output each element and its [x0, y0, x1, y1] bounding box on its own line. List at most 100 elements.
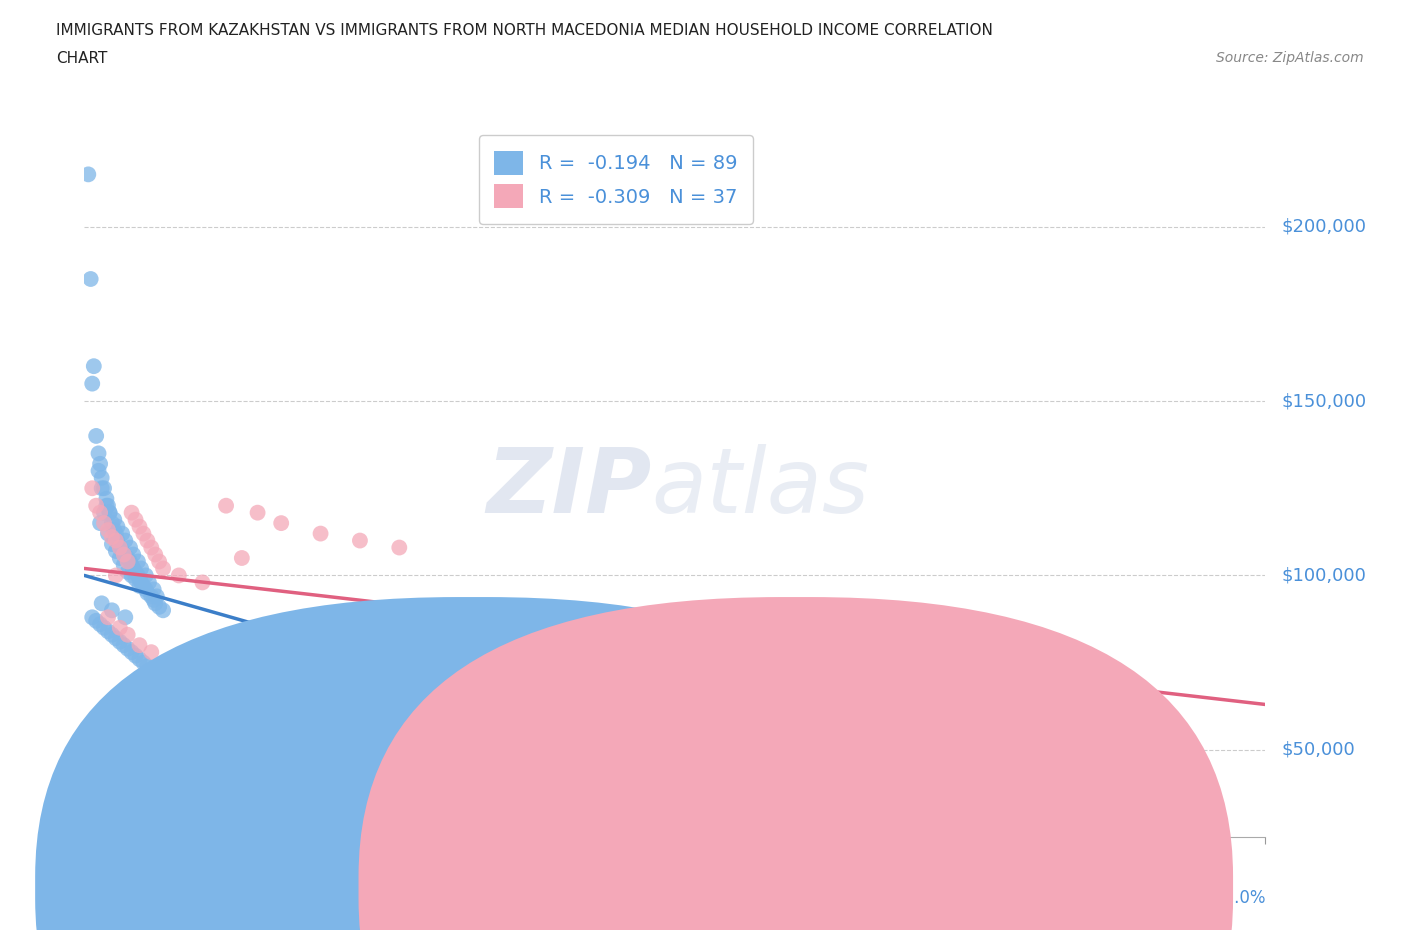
Point — [101, 537, 124, 551]
Point — [117, 551, 139, 565]
Point — [89, 515, 111, 530]
Point — [104, 568, 127, 583]
Point — [167, 680, 190, 695]
Point — [127, 568, 149, 583]
Point — [104, 631, 127, 645]
Point — [117, 565, 139, 579]
Point — [97, 523, 120, 538]
Text: CHART: CHART — [56, 51, 108, 66]
Point — [128, 519, 150, 534]
Point — [231, 551, 253, 565]
Point — [112, 638, 135, 653]
Point — [82, 376, 104, 391]
Point — [128, 652, 150, 667]
Point — [111, 543, 134, 558]
Point — [148, 670, 170, 684]
Point — [108, 634, 131, 649]
Point — [183, 686, 205, 701]
Point — [89, 505, 111, 520]
Point — [200, 658, 222, 673]
Point — [117, 554, 139, 569]
Point — [118, 554, 141, 569]
Point — [101, 627, 124, 642]
Point — [215, 498, 238, 513]
Point — [121, 557, 143, 572]
Point — [152, 561, 174, 576]
Text: Immigrants from North Macedonia: Immigrants from North Macedonia — [815, 879, 1101, 897]
Point — [101, 603, 124, 618]
Point — [152, 603, 174, 618]
Point — [349, 533, 371, 548]
Text: 0.0%: 0.0% — [84, 889, 127, 908]
Point — [141, 589, 163, 604]
Point — [111, 526, 134, 541]
Point — [108, 540, 131, 555]
Point — [108, 540, 131, 555]
Point — [138, 575, 160, 590]
Point — [112, 557, 135, 572]
Point — [148, 600, 170, 615]
Point — [128, 571, 150, 586]
Point — [128, 638, 150, 653]
Point — [309, 526, 332, 541]
Point — [132, 578, 155, 593]
Point — [124, 648, 146, 663]
Point — [114, 610, 136, 625]
Point — [121, 644, 143, 659]
Point — [129, 561, 152, 576]
Point — [93, 505, 115, 520]
Point — [191, 690, 214, 705]
Point — [121, 505, 143, 520]
Point — [84, 429, 107, 444]
Point — [143, 547, 166, 562]
Point — [84, 498, 107, 513]
Point — [141, 644, 163, 659]
Point — [103, 512, 125, 527]
Point — [136, 586, 159, 601]
Point — [117, 627, 139, 642]
Point — [191, 575, 214, 590]
Point — [112, 547, 135, 562]
Point — [142, 592, 165, 607]
Point — [117, 642, 139, 657]
Point — [128, 578, 150, 593]
Point — [101, 515, 124, 530]
Point — [97, 526, 120, 541]
Text: atlas: atlas — [651, 445, 869, 532]
Point — [97, 610, 120, 625]
Point — [96, 498, 118, 513]
Point — [107, 519, 129, 534]
Point — [152, 672, 174, 687]
Point — [132, 655, 155, 670]
Point — [84, 614, 107, 629]
Text: $150,000: $150,000 — [1281, 392, 1367, 410]
Point — [118, 540, 141, 555]
Point — [114, 533, 136, 548]
Point — [124, 571, 146, 586]
Point — [160, 652, 183, 667]
Text: $100,000: $100,000 — [1281, 566, 1367, 584]
Point — [93, 481, 115, 496]
Text: Source: ZipAtlas.com: Source: ZipAtlas.com — [1216, 51, 1364, 65]
Point — [124, 565, 146, 579]
Point — [112, 547, 135, 562]
Point — [90, 481, 112, 496]
Point — [104, 543, 127, 558]
Point — [90, 471, 112, 485]
Point — [103, 523, 125, 538]
Text: ZIP: ZIP — [486, 445, 651, 532]
Point — [122, 561, 145, 576]
Point — [146, 589, 169, 604]
Point — [148, 554, 170, 569]
Text: $50,000: $50,000 — [1281, 741, 1355, 759]
Point — [108, 551, 131, 565]
Point — [129, 575, 152, 590]
Point — [98, 505, 121, 520]
Point — [89, 617, 111, 631]
Point — [121, 568, 143, 583]
Point — [141, 540, 163, 555]
Point — [93, 620, 115, 635]
Point — [97, 498, 120, 513]
Point — [142, 582, 165, 597]
Point — [89, 457, 111, 472]
